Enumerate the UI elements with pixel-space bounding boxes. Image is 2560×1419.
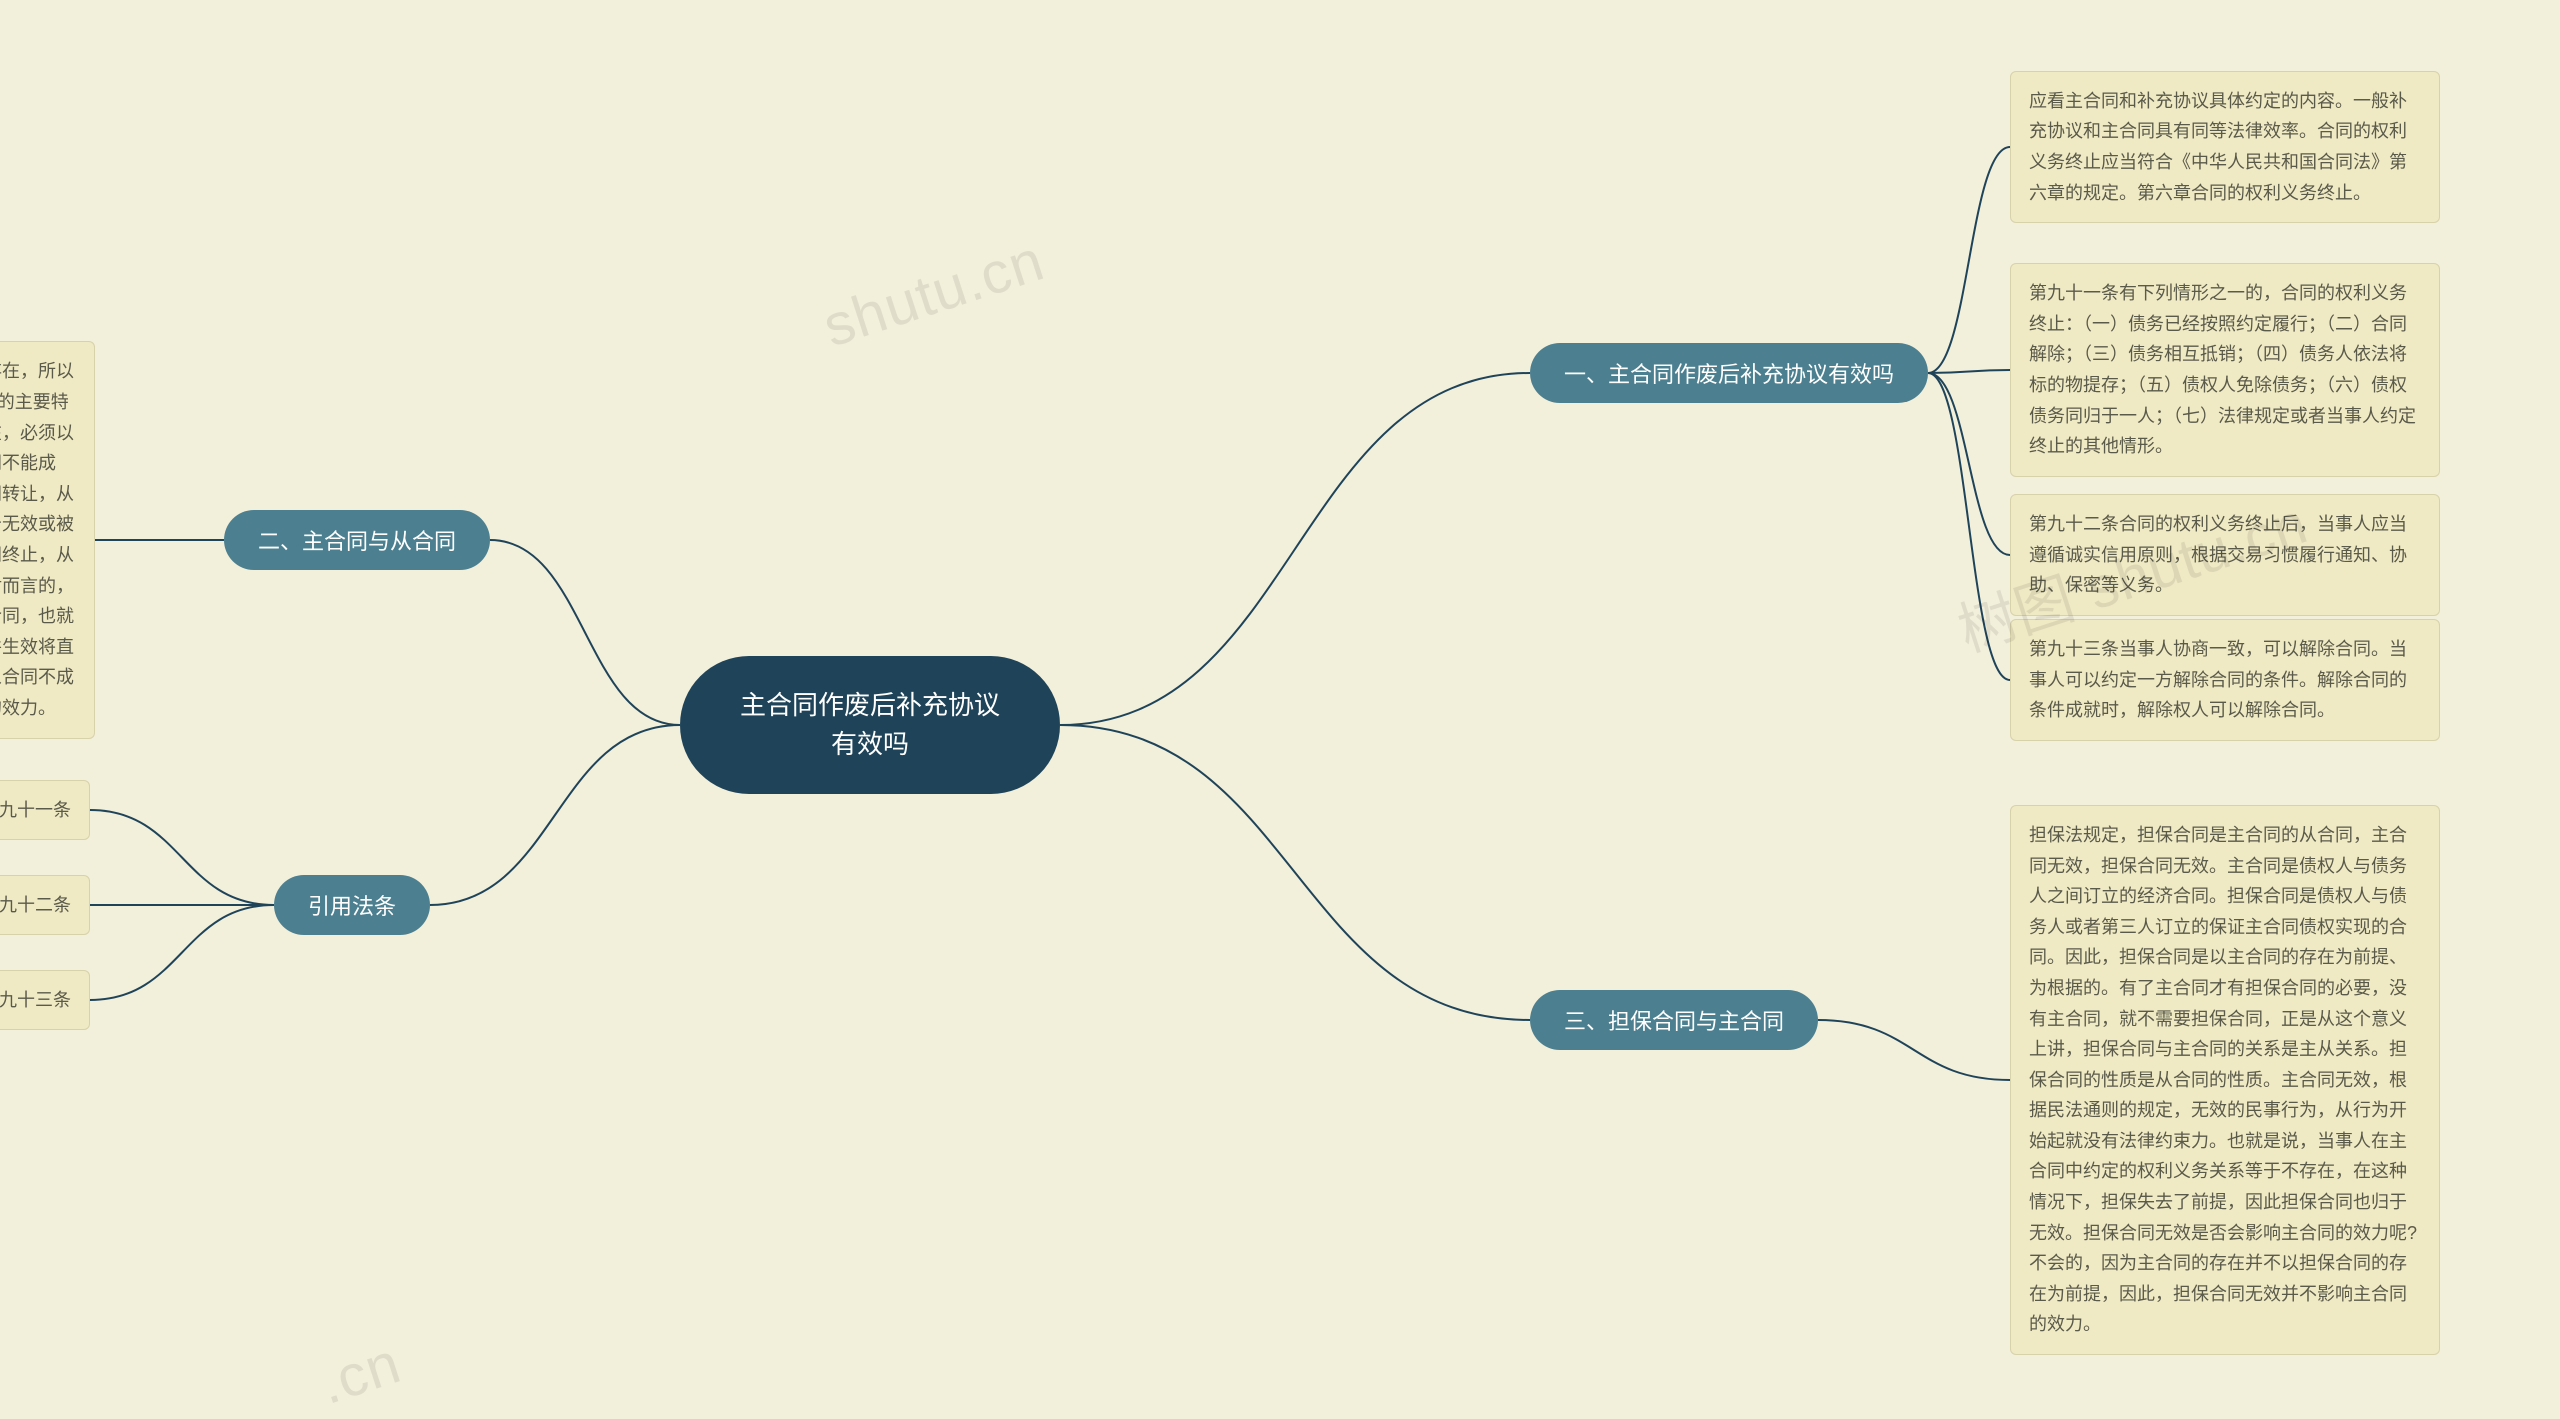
branch-section-1[interactable]: 一、主合同作废后补充协议有效吗: [1530, 343, 1928, 403]
watermark-text: shutu.cn: [815, 227, 1052, 361]
mindmap-canvas: 主合同作废后补充协议有效吗 一、主合同作废后补充协议有效吗 二、主合同与从合同 …: [0, 0, 2560, 1419]
branch-section-3[interactable]: 三、担保合同与主合同: [1530, 990, 1818, 1050]
leaf-text: 第九十一条有下列情形之一的，合同的权利义务终止：（一）债务已经按照约定履行；（二…: [2029, 278, 2421, 462]
leaf-ref-2[interactable]: [2]《中华人民共和国合同法》第九十二条: [0, 875, 90, 936]
leaf-b1-1[interactable]: 应看主合同和补充协议具体约定的内容。一般补充协议和主合同具有同等法律效率。合同的…: [2010, 71, 2440, 223]
branch-section-2[interactable]: 二、主合同与从合同: [224, 510, 490, 570]
leaf-b3-1[interactable]: 担保法规定，担保合同是主合同的从合同，主合同无效，担保合同无效。主合同是债权人与…: [2010, 805, 2440, 1355]
leaf-text: 第九十二条合同的权利义务终止后，当事人应当遵循诚实信用原则，根据交易习惯履行通知…: [2029, 509, 2421, 601]
leaf-text: 应看主合同和补充协议具体约定的内容。一般补充协议和主合同具有同等法律效率。合同的…: [2029, 86, 2421, 208]
leaf-b1-2[interactable]: 第九十一条有下列情形之一的，合同的权利义务终止：（一）债务已经按照约定履行；（二…: [2010, 263, 2440, 477]
leaf-b1-3[interactable]: 第九十二条合同的权利义务终止后，当事人应当遵循诚实信用原则，根据交易习惯履行通知…: [2010, 494, 2440, 616]
leaf-text: 第九十三条当事人协商一致，可以解除合同。当事人可以约定一方解除合同的条件。解除合…: [2029, 634, 2421, 726]
leaf-text: [1]《中华人民共和国合同法》第九十一条: [0, 795, 71, 826]
leaf-b2-1[interactable]: 由于从合同要依赖主合同的存在而存在，所以从合同又被称为"附属合同"。从合同的主要…: [0, 341, 95, 738]
branch-label: 三、担保合同与主合同: [1564, 1004, 1784, 1036]
branch-references[interactable]: 引用法条: [274, 875, 430, 935]
branch-label: 引用法条: [308, 889, 396, 921]
leaf-b1-4[interactable]: 第九十三条当事人协商一致，可以解除合同。当事人可以约定一方解除合同的条件。解除合…: [2010, 619, 2440, 741]
root-label: 主合同作废后补充协议有效吗: [730, 686, 1010, 764]
branch-label: 一、主合同作废后补充协议有效吗: [1564, 357, 1894, 389]
leaf-ref-1[interactable]: [1]《中华人民共和国合同法》第九十一条: [0, 780, 90, 841]
root-node[interactable]: 主合同作废后补充协议有效吗: [680, 656, 1060, 794]
leaf-text: 担保法规定，担保合同是主合同的从合同，主合同无效，担保合同无效。主合同是债权人与…: [2029, 820, 2421, 1340]
leaf-ref-3[interactable]: [3]《中华人民共和国合同法》第九十三条: [0, 970, 90, 1031]
watermark-text: .cn: [312, 1329, 409, 1418]
leaf-text: [2]《中华人民共和国合同法》第九十二条: [0, 890, 71, 921]
branch-label: 二、主合同与从合同: [258, 524, 456, 556]
leaf-text: [3]《中华人民共和国合同法》第九十三条: [0, 985, 71, 1016]
leaf-text: 由于从合同要依赖主合同的存在而存在，所以从合同又被称为"附属合同"。从合同的主要…: [0, 356, 76, 723]
